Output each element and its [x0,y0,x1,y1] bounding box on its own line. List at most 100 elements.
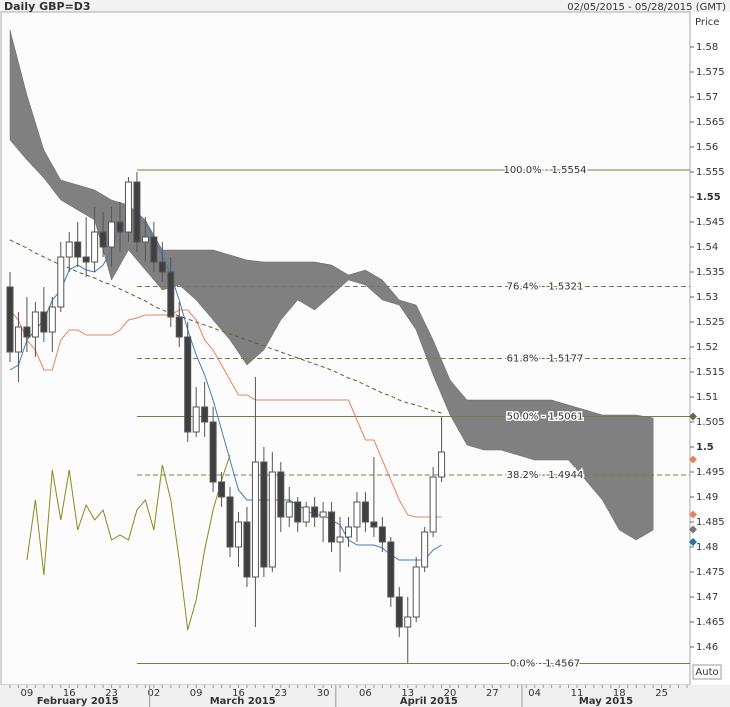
y-tick-label: 1.535 [696,267,725,278]
candle-body [14,326,22,353]
indicator-line [9,221,442,561]
candle-body [57,256,65,308]
y-tick-label: 1.57 [696,92,718,103]
header-bar [0,0,730,12]
y-tick-label: 1.545 [696,217,725,228]
x-tick-label: 16 [232,688,245,699]
candle-body [82,256,90,263]
month-label: May 2015 [579,696,633,707]
candle-body [184,336,192,433]
x-tick-label: 11 [571,688,584,699]
fib-label: 61.8% - 1.5177 [507,354,584,365]
candle-body [201,406,209,423]
candle-body [345,526,352,538]
candle-body [404,616,412,628]
y-tick-label: 1.58 [696,42,718,53]
candle-body [268,471,276,568]
chart-title: Daily GBP=D3 [4,0,91,13]
indicator-line [26,454,231,631]
fib-label: 0.0% - 1.4567 [510,659,580,670]
x-tick-label: 23 [105,688,118,699]
candle-body [6,286,14,353]
x-tick-label: 27 [486,688,499,699]
x-tick-label: 13 [401,688,414,699]
candle-body [319,511,327,518]
candle-body [395,596,403,628]
candle-body [31,311,39,338]
candle-body [108,221,116,248]
candle-body [378,526,386,543]
candle-body [260,461,268,568]
candle-body [116,221,124,233]
candle-body [167,271,175,318]
y-tick-label: 1.495 [696,467,725,478]
y-tick-label: 1.55 [696,192,721,203]
x-tick-label: 06 [359,688,372,699]
candle-body [91,231,99,263]
y-tick-label: 1.485 [696,517,725,528]
candle-body [175,316,183,338]
candle-body [311,506,319,518]
candle-body [150,236,158,263]
fib-label: 38.2% - 1.4944 [507,470,584,481]
y-tick-label: 1.505 [696,417,725,428]
candle-body [133,181,141,243]
candle-body [412,566,420,618]
y-tick-label: 1.54 [696,242,718,253]
candle-body [65,241,73,258]
x-tick-label: 23 [274,688,287,699]
y-tick-label: 1.515 [696,367,725,378]
candle-body [243,521,251,578]
x-tick-label: 30 [317,688,330,699]
y-tick-label: 1.51 [696,392,718,403]
candle-body [226,496,234,548]
y-tick-label: 1.48 [696,542,718,553]
y-tick-label: 1.52 [696,342,718,353]
month-label: April 2015 [400,696,458,707]
axis-marker [689,455,697,464]
ichimoku-cloud [9,29,654,541]
auto-button[interactable] [692,664,722,680]
fib-label: 76.4% - 1.5321 [507,282,584,293]
candle-body [141,236,149,243]
candle-body [421,531,429,568]
candle-body [48,306,56,333]
candle-body [74,241,82,258]
month-label: February 2015 [37,696,119,707]
candle-body [336,536,344,543]
month-label: March 2015 [210,696,276,707]
y-tick-label: 1.555 [696,167,725,178]
y-tick-label: 1.575 [696,67,725,78]
candle-body [387,541,395,598]
y-tick-label: 1.53 [696,292,718,303]
candle-body [158,261,166,273]
axis-marker [689,525,697,534]
x-tick-label: 02 [147,688,160,699]
x-tick-label: 18 [613,688,626,699]
x-tick-label: 09 [190,688,203,699]
fib-label: 100.0% - 1.5554 [503,165,586,176]
axis-marker [689,510,697,519]
x-tick-label: 16 [63,688,76,699]
y-tick-label: 1.5 [696,442,714,453]
x-tick-label: 09 [21,688,34,699]
y-tick-label: 1.525 [696,317,725,328]
candle-body [361,501,369,523]
candle-body [23,326,31,338]
candle-body [438,451,446,478]
candle-body [302,506,310,523]
auto-button-label[interactable]: Auto [695,667,718,678]
plot-area [0,11,691,686]
candle-body [192,406,200,433]
candle-body [277,471,285,518]
candle-body [124,181,132,233]
x-tick-label: 25 [655,688,668,699]
indicator-line [9,239,442,414]
x-tick-label: 04 [528,688,541,699]
indicator-line [9,309,442,518]
candle-body [209,421,217,483]
candle-body [429,476,437,533]
y-tick-label: 1.47 [696,592,718,603]
y-tick-label: 1.475 [696,567,725,578]
